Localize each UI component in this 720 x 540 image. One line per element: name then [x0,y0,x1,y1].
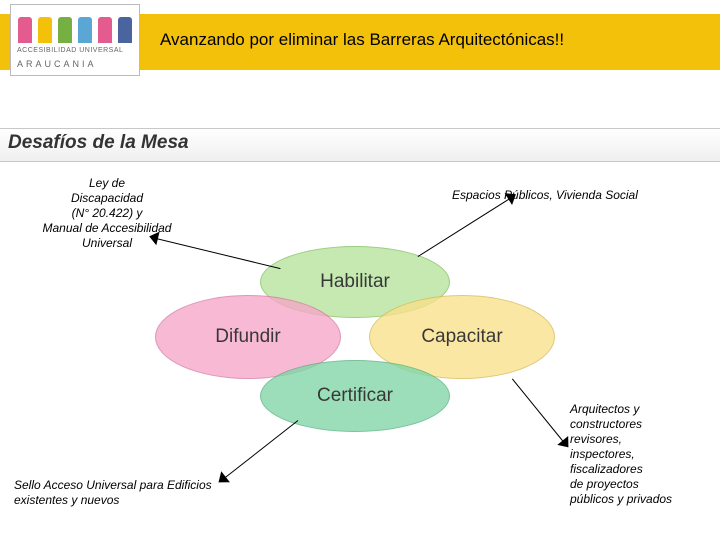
arrow-ley-line [156,238,280,269]
ellipse-label-certificar: Certificar [317,385,393,407]
venn-diagram: Habilitar Difundir Capacitar Certificar [0,0,720,540]
ellipse-label-habilitar: Habilitar [320,271,390,293]
arrow-espacios-line [418,198,511,257]
ellipse-certificar: Certificar [260,360,450,432]
arrow-ley-head [148,230,160,246]
ellipse-label-difundir: Difundir [215,326,280,348]
arrow-espacios-head [505,188,520,205]
ellipse-label-capacitar: Capacitar [421,326,502,348]
page-root: ACCESIBILIDAD UNIVERSAL ARAUCANIA Avanza… [0,0,720,540]
arrow-sello-line [224,420,299,479]
arrow-arquitectos-line [512,378,565,443]
